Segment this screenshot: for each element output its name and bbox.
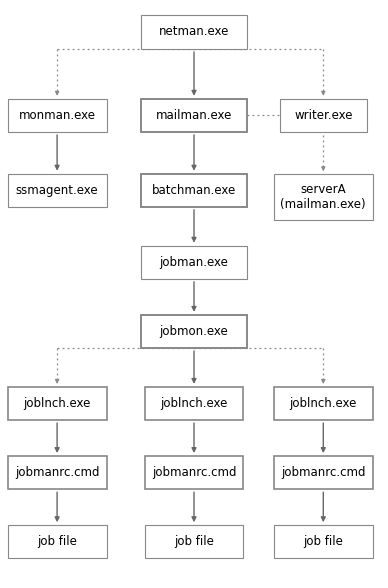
Bar bbox=[145, 456, 243, 489]
Bar bbox=[141, 15, 247, 49]
Bar bbox=[8, 99, 107, 132]
Bar bbox=[145, 525, 243, 559]
Bar bbox=[141, 173, 247, 207]
Text: joblnch.exe: joblnch.exe bbox=[289, 397, 357, 410]
Text: job file: job file bbox=[303, 535, 343, 548]
Bar bbox=[8, 525, 107, 559]
Bar bbox=[141, 246, 247, 279]
Bar bbox=[8, 387, 107, 420]
Bar bbox=[8, 456, 107, 489]
Text: joblnch.exe: joblnch.exe bbox=[23, 397, 91, 410]
Text: writer.exe: writer.exe bbox=[294, 109, 353, 122]
Text: joblnch.exe: joblnch.exe bbox=[160, 397, 228, 410]
Bar bbox=[145, 387, 243, 420]
Text: jobmanrc.cmd: jobmanrc.cmd bbox=[15, 466, 99, 479]
Bar bbox=[274, 456, 373, 489]
Text: jobmanrc.cmd: jobmanrc.cmd bbox=[152, 466, 236, 479]
Bar bbox=[274, 525, 373, 559]
Bar bbox=[141, 99, 247, 132]
Bar bbox=[279, 99, 367, 132]
Text: mailman.exe: mailman.exe bbox=[156, 109, 232, 122]
Text: jobman.exe: jobman.exe bbox=[159, 256, 229, 269]
Text: job file: job file bbox=[37, 535, 77, 548]
Text: job file: job file bbox=[174, 535, 214, 548]
Text: netman.exe: netman.exe bbox=[159, 25, 229, 38]
Bar bbox=[8, 173, 107, 207]
Bar bbox=[141, 315, 247, 348]
Text: serverA
(mailman.exe): serverA (mailman.exe) bbox=[281, 183, 366, 211]
Bar bbox=[274, 387, 373, 420]
Bar bbox=[274, 174, 373, 220]
Text: jobmon.exe: jobmon.exe bbox=[159, 325, 229, 338]
Text: jobmanrc.cmd: jobmanrc.cmd bbox=[281, 466, 365, 479]
Text: batchman.exe: batchman.exe bbox=[152, 184, 236, 197]
Text: monman.exe: monman.exe bbox=[19, 109, 95, 122]
Text: ssmagent.exe: ssmagent.exe bbox=[16, 184, 99, 197]
